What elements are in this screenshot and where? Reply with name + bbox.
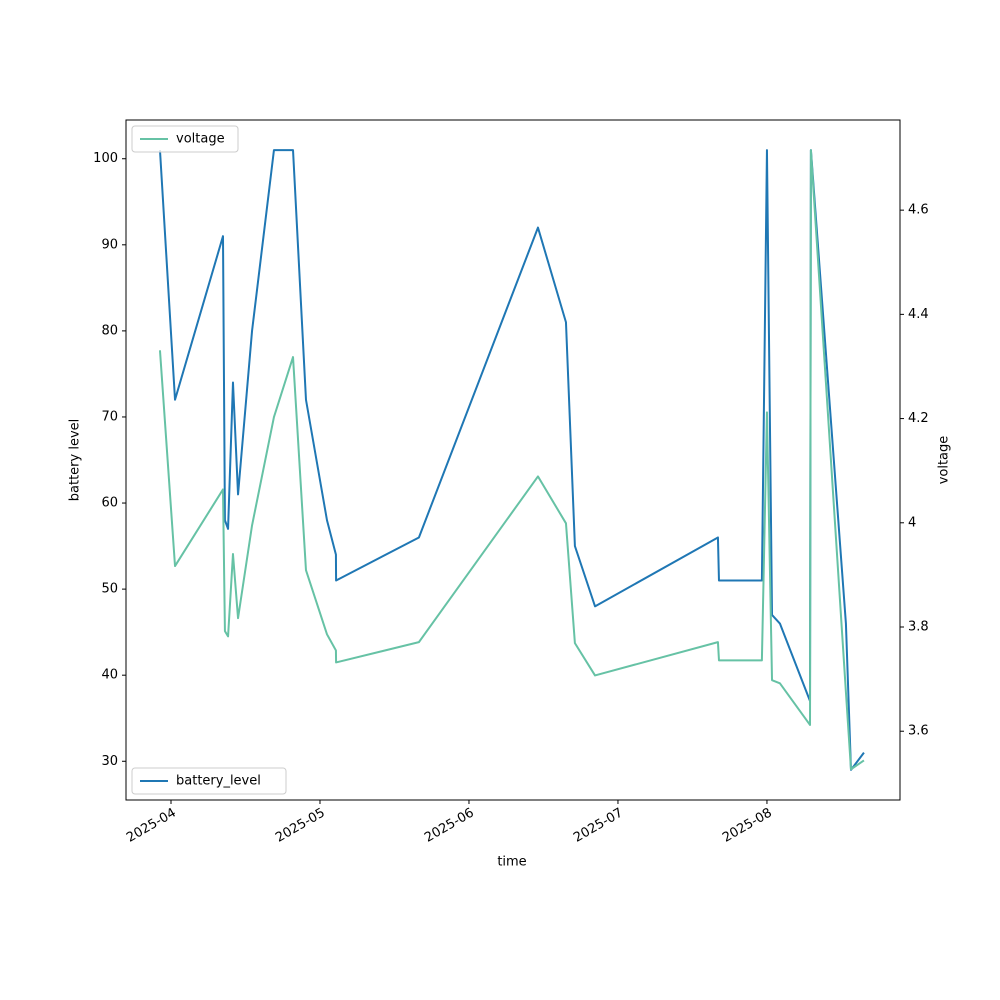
x-tick-label: 2025-06	[422, 806, 477, 846]
y-tick-label: 50	[101, 582, 118, 597]
y-tick-label: 90	[101, 237, 118, 252]
y2-tick-label: 3.8	[908, 620, 929, 635]
legend-box	[131, 125, 239, 153]
plot-frame	[125, 119, 901, 801]
y-tick-label: 70	[101, 409, 118, 424]
y2-tick-label: 4.2	[908, 411, 929, 426]
x-tick-label: 2025-04	[124, 806, 179, 846]
y2-tick-label: 4	[908, 515, 916, 530]
y-tick-label: 60	[101, 496, 118, 511]
y-tick-label: 80	[101, 323, 118, 338]
y-axis-label: battery level	[68, 419, 83, 502]
series-line	[158, 149, 865, 771]
legend-label: battery_level	[176, 774, 261, 789]
y-tick-label: 30	[101, 754, 118, 769]
x-tick-label: 2025-08	[720, 806, 775, 846]
x-axis-label: time	[497, 855, 526, 870]
y2-tick-label: 4.6	[908, 203, 929, 218]
x-tick-label: 2025-05	[273, 806, 328, 846]
series-line	[158, 149, 865, 771]
legend-label: voltage	[176, 132, 225, 147]
y2-axis-label: voltage	[937, 436, 952, 485]
x-tick-label: 2025-07	[571, 806, 626, 846]
y-tick-label: 100	[93, 151, 118, 166]
legend-box	[131, 767, 287, 795]
y2-tick-label: 4.4	[908, 307, 929, 322]
y2-tick-label: 3.6	[908, 724, 929, 739]
y-tick-label: 40	[101, 668, 118, 683]
